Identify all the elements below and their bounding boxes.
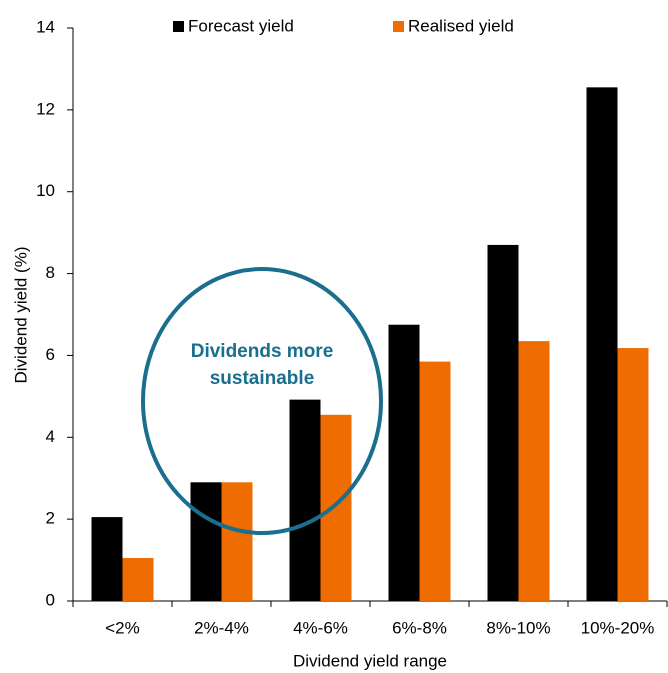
bar: [190, 482, 222, 601]
bar: [320, 414, 352, 601]
y-tick-label: 4: [46, 427, 55, 446]
bar: [91, 517, 123, 601]
bar: [586, 87, 618, 601]
y-axis-title: Dividend yield (%): [11, 247, 30, 384]
bar: [122, 558, 154, 601]
legend-swatch: [173, 21, 184, 32]
bar: [289, 399, 321, 601]
bar: [221, 482, 253, 601]
bar: [388, 324, 420, 601]
y-tick-label: 2: [46, 509, 55, 528]
annotation-ellipse: [141, 267, 383, 535]
annotation-text: Dividends more: [191, 341, 334, 362]
bar: [487, 244, 519, 601]
x-tick-label: 10%-20%: [581, 618, 655, 637]
bar: [617, 348, 649, 601]
x-tick-label: 6%-8%: [392, 618, 447, 637]
x-axis-title: Dividend yield range: [293, 651, 447, 670]
bar: [419, 361, 451, 601]
y-tick-label: 14: [36, 17, 55, 36]
y-tick-label: 12: [36, 99, 55, 118]
legend-swatch: [393, 21, 404, 32]
x-tick-label: 8%-10%: [486, 618, 550, 637]
y-tick-label: 6: [46, 345, 55, 364]
x-tick-label: 4%-6%: [293, 618, 348, 637]
bar: [518, 341, 550, 601]
y-tick-label: 10: [36, 181, 55, 200]
legend-label: Forecast yield: [188, 16, 294, 35]
annotation-text: sustainable: [210, 368, 315, 389]
y-tick-label: 8: [46, 263, 55, 282]
x-tick-label: <2%: [105, 618, 140, 637]
x-tick-label: 2%-4%: [194, 618, 249, 637]
y-tick-label: 0: [46, 590, 55, 609]
legend-label: Realised yield: [408, 16, 514, 35]
